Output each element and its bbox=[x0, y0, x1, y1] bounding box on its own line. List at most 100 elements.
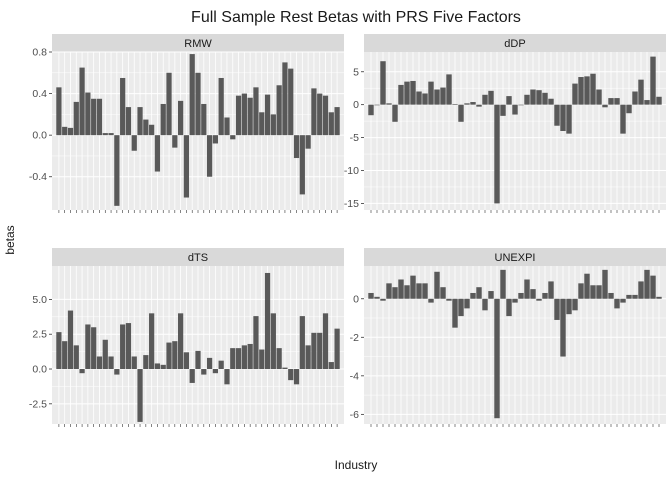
bar bbox=[276, 348, 282, 370]
bar bbox=[247, 343, 253, 370]
bar bbox=[608, 292, 614, 299]
bar bbox=[554, 298, 560, 320]
bar bbox=[178, 313, 184, 370]
y-tick-label: 0.0 bbox=[32, 364, 47, 376]
facet-panel: RMW -0.4 0.0 0.4 0.8 bbox=[29, 34, 344, 213]
bar bbox=[73, 345, 79, 370]
bar bbox=[178, 100, 184, 136]
y-tick-label: -6 bbox=[350, 409, 359, 421]
bar bbox=[506, 96, 512, 105]
bar bbox=[102, 133, 108, 136]
bar bbox=[270, 313, 276, 370]
bar bbox=[218, 77, 224, 136]
facet-strip bbox=[364, 248, 666, 266]
bar bbox=[322, 313, 329, 370]
y-tick-label: -2.5 bbox=[29, 398, 47, 410]
bar bbox=[572, 83, 578, 105]
bar bbox=[578, 283, 584, 299]
bar bbox=[626, 294, 632, 299]
bar bbox=[494, 298, 500, 419]
facet-strip-label: UNEXPI bbox=[495, 252, 536, 264]
bar bbox=[293, 135, 300, 159]
bar bbox=[293, 369, 300, 385]
bar bbox=[96, 98, 103, 136]
bar bbox=[458, 298, 464, 317]
bar bbox=[189, 369, 195, 383]
bar bbox=[189, 54, 195, 136]
bar bbox=[488, 291, 494, 299]
y-tick-label: 0 bbox=[353, 293, 359, 305]
bar bbox=[131, 135, 137, 151]
bar bbox=[380, 61, 386, 105]
bar bbox=[299, 316, 305, 370]
bar bbox=[542, 92, 548, 105]
bar bbox=[416, 91, 422, 105]
bar bbox=[416, 283, 422, 299]
bar bbox=[536, 90, 542, 105]
y-tick-label: -15 bbox=[344, 198, 359, 210]
y-tick-label: -2 bbox=[350, 332, 359, 344]
bar bbox=[235, 348, 242, 370]
bar bbox=[446, 298, 452, 301]
y-tick-label: 0.4 bbox=[32, 88, 47, 100]
y-tick-label: 2.5 bbox=[32, 329, 47, 341]
bar bbox=[584, 273, 590, 299]
bar bbox=[149, 124, 155, 136]
bar bbox=[638, 281, 644, 299]
bar bbox=[195, 350, 201, 370]
bar bbox=[160, 364, 166, 370]
bar bbox=[440, 287, 446, 299]
bar bbox=[154, 363, 161, 370]
facet-strip bbox=[364, 34, 666, 52]
bar bbox=[626, 104, 632, 114]
bar bbox=[452, 104, 458, 105]
bar bbox=[195, 72, 201, 136]
bar bbox=[464, 103, 470, 105]
bar bbox=[328, 362, 334, 370]
bar bbox=[590, 73, 596, 105]
bar bbox=[201, 369, 207, 375]
bar bbox=[500, 269, 506, 299]
bar bbox=[428, 81, 434, 105]
y-tick-label: -5 bbox=[350, 132, 359, 144]
bar bbox=[620, 104, 626, 134]
bar bbox=[584, 76, 590, 105]
bar bbox=[305, 135, 311, 149]
bar bbox=[386, 103, 392, 105]
bar bbox=[241, 345, 247, 370]
y-tick-label: 0.0 bbox=[32, 130, 47, 142]
bar bbox=[620, 298, 626, 303]
bar bbox=[224, 117, 230, 136]
bar bbox=[212, 369, 218, 374]
facet-strip bbox=[52, 248, 344, 266]
bar bbox=[422, 283, 428, 299]
bar bbox=[154, 135, 161, 172]
bar bbox=[470, 102, 476, 105]
y-tick-label: 5.0 bbox=[32, 294, 47, 306]
bar bbox=[79, 369, 85, 374]
bar bbox=[596, 285, 602, 299]
bar bbox=[554, 104, 560, 126]
bar bbox=[656, 296, 662, 299]
bar bbox=[108, 133, 114, 136]
bar bbox=[56, 332, 62, 370]
bar bbox=[317, 93, 323, 136]
bar bbox=[500, 104, 506, 116]
bar bbox=[410, 275, 416, 299]
bar bbox=[270, 114, 276, 136]
y-tick-label: -0.4 bbox=[29, 171, 47, 183]
bar bbox=[374, 296, 380, 299]
bar bbox=[311, 332, 317, 370]
bar bbox=[91, 327, 97, 370]
bar bbox=[114, 369, 120, 375]
bar bbox=[452, 298, 458, 328]
bar bbox=[143, 355, 149, 370]
bar bbox=[328, 112, 334, 136]
bar bbox=[230, 135, 236, 140]
bar bbox=[91, 98, 97, 136]
bar bbox=[410, 80, 416, 105]
bar bbox=[398, 84, 404, 105]
bar bbox=[536, 298, 542, 301]
bar bbox=[392, 104, 398, 122]
bar bbox=[530, 89, 536, 105]
